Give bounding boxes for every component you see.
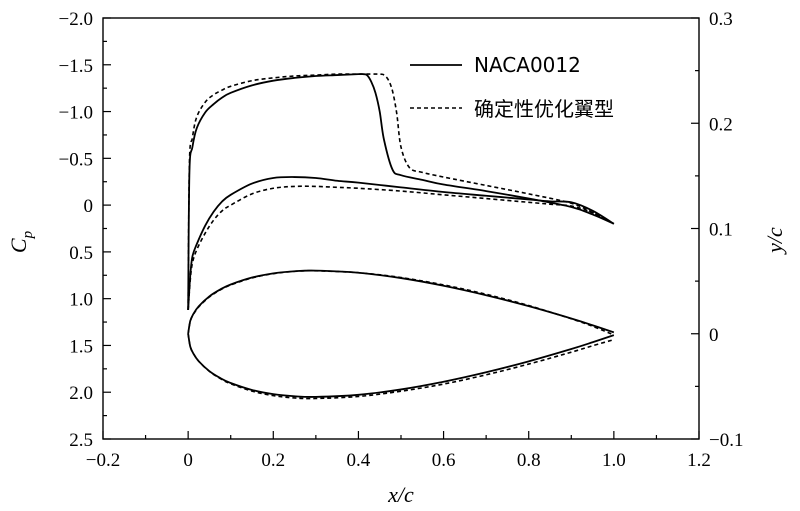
x-axis-title: x/c — [387, 482, 414, 507]
series-naca0012-cp-lower — [187, 176, 615, 310]
series-naca0012-airfoil-lower — [187, 333, 615, 398]
left-tick-label: −0.5 — [59, 149, 93, 170]
series-optimized-airfoil-upper — [187, 269, 615, 336]
series-naca0012-airfoil-upper — [187, 269, 615, 334]
left-tick-label: −1.5 — [59, 56, 93, 77]
legend-label-optimized: 确定性优化翼型 — [474, 97, 614, 121]
right-tick-label: 0 — [709, 325, 719, 346]
x-tick-label: 1.2 — [687, 450, 711, 471]
right-tick-label: 0.2 — [709, 114, 733, 135]
x-tick-label: 1.0 — [602, 450, 626, 471]
left-tick-label: 2.5 — [69, 430, 93, 451]
legend-label-naca0012: NACA0012 — [474, 53, 581, 77]
left-tick-label: −2.0 — [59, 9, 93, 30]
left-tick-label: 1.0 — [69, 290, 93, 311]
x-tick-label: 0.2 — [261, 450, 285, 471]
x-tick-label: 0 — [183, 450, 193, 471]
left-tick-label: 1.5 — [69, 336, 93, 357]
ticks-layer — [102, 17, 700, 440]
x-tick-label: −0.2 — [86, 450, 120, 471]
series-optimized-cp-lower — [187, 185, 615, 310]
right-tick-label: 0.3 — [709, 9, 733, 30]
series-layer — [187, 73, 615, 400]
right-tick-label: −0.1 — [709, 430, 743, 451]
left-axis-title-main: C — [6, 238, 31, 253]
series-optimized-cp-upper — [187, 73, 615, 310]
legend: NACA0012 确定性优化翼型 — [410, 53, 614, 121]
left-tick-label: 0 — [84, 196, 94, 217]
left-axis-title: Cp — [6, 230, 36, 253]
right-axis-title: y/c — [762, 227, 787, 255]
tick-labels-layer: −0.2 0 0.2 0.4 0.6 0.8 1.0 1.2 −2.0 −1.5 −1.0 −0.5 0… — [59, 9, 744, 471]
left-tick-label: −1.0 — [59, 103, 93, 124]
right-tick-label: 0.1 — [709, 220, 733, 241]
x-tick-label: 0.8 — [517, 450, 541, 471]
x-tick-label: 0.4 — [347, 450, 371, 471]
plot-frame — [102, 17, 700, 440]
left-tick-label: 0.5 — [69, 243, 93, 264]
x-tick-label: 0.6 — [432, 450, 456, 471]
left-tick-label: 2.0 — [69, 383, 93, 404]
left-axis-title-sub: p — [20, 230, 36, 239]
series-optimized-airfoil-lower — [187, 333, 615, 400]
